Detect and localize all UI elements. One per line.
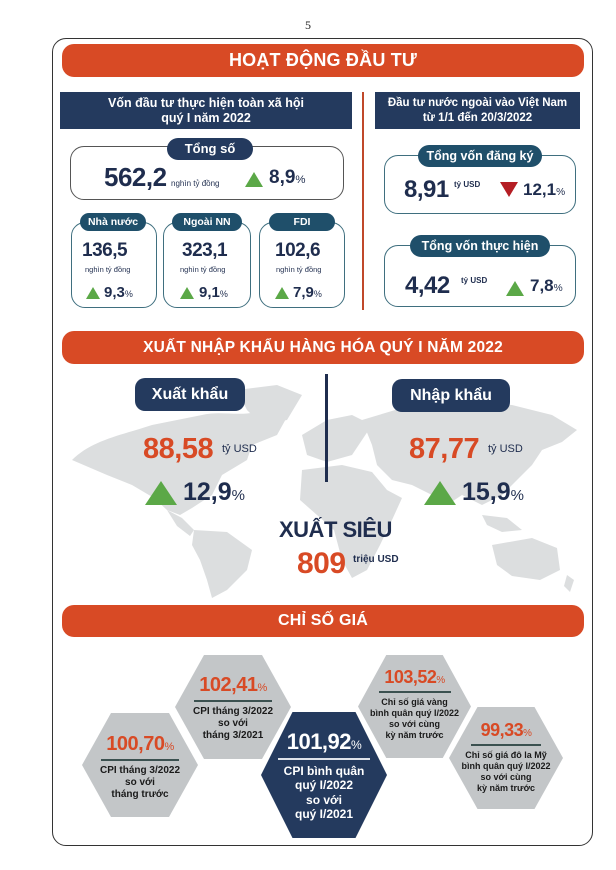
up-arrow-icon (506, 281, 524, 296)
breakdown-label-state: Nhà nước (80, 213, 146, 231)
breakdown-value-fdi: 102,6 (275, 240, 321, 261)
breakdown-label-fdi: FDI (269, 213, 335, 231)
import-change: 15,9% (462, 478, 525, 506)
fdi-registered-value: 8,91 (404, 176, 449, 203)
fdi-header-line1: Đầu tư nước ngoài vào Việt Nam (387, 97, 568, 109)
breakdown-unit-non-state: nghìn tỷ đồng (180, 265, 226, 274)
trade-surplus-label: XUẤT SIÊU (279, 517, 392, 542)
trade-section-title: XUẤT NHẬP KHẨU HÀNG HÓA QUÝ I NĂM 2022 (62, 331, 584, 364)
export-unit: tỷ USD (222, 443, 257, 455)
up-arrow-icon (424, 481, 456, 505)
up-arrow-icon (275, 287, 289, 299)
export-value: 88,58 (143, 433, 214, 465)
import-label: Nhập khẩu (392, 379, 510, 412)
up-arrow-icon (145, 481, 177, 505)
prices-section-title: CHỈ SỐ GIÁ (62, 605, 584, 637)
breakdown-change-state: 9,3% (104, 284, 133, 301)
export-label: Xuất khẩu (135, 378, 245, 411)
breakdown-value-non-state: 323,1 (182, 240, 228, 261)
total-investment-change: 8,9% (269, 167, 306, 188)
investment-section-title: HOẠT ĐỘNG ĐẦU TƯ (62, 44, 584, 77)
fdi-registered-change: 12,1% (523, 180, 566, 199)
price-index-desc: CPI tháng 3/2022 so với tháng 3/2021 (192, 705, 274, 741)
total-label-pill: Tổng số (167, 138, 253, 160)
price-index-desc: Chỉ số giá đô la Mỹ bình quân quý I/2022… (461, 749, 551, 793)
total-investment-value: 562,2 (104, 162, 167, 192)
price-index-desc: Chỉ số giá vàng bình quân quý I/2022 so … (369, 696, 459, 740)
breakdown-card-state (71, 222, 157, 308)
social-investment-header-line2: quý I năm 2022 (161, 111, 251, 125)
up-arrow-icon (180, 287, 194, 299)
export-change: 12,9% (183, 478, 246, 506)
up-arrow-icon (245, 172, 263, 187)
import-unit: tỷ USD (488, 443, 523, 455)
trade-surplus-value: 809 (297, 547, 346, 580)
breakdown-change-fdi: 7,9% (293, 284, 322, 301)
price-index-desc: CPI tháng 3/2022 so với tháng trước (99, 764, 181, 800)
breakdown-unit-fdi: nghìn tỷ đồng (276, 265, 322, 274)
fdi-disbursed-value: 4,42 (405, 272, 450, 299)
trade-divider (325, 374, 328, 482)
breakdown-value-state: 136,5 (82, 240, 128, 261)
page-number: 5 (305, 18, 311, 32)
social-investment-header: Vốn đầu tư thực hiện toàn xã hội quý I n… (60, 92, 352, 129)
breakdown-card-non-state (163, 222, 251, 308)
fdi-disbursed-change: 7,8% (530, 276, 563, 295)
fdi-header: Đầu tư nước ngoài vào Việt Nam từ 1/1 đế… (375, 92, 580, 129)
down-arrow-icon (500, 182, 518, 197)
price-index-desc: CPI bình quân quý I/2022 so với quý I/20… (283, 763, 365, 822)
fdi-disbursed-label: Tổng vốn thực hiện (410, 235, 550, 257)
fdi-disbursed-unit: tỷ USD (461, 276, 488, 285)
section-divider (362, 92, 364, 310)
fdi-registered-unit: tỷ USD (454, 180, 481, 189)
price-index-hex-gold: 103,52% Chỉ số giá vàng bình quân quý I/… (358, 655, 471, 758)
import-value: 87,77 (409, 433, 480, 465)
breakdown-change-non-state: 9,1% (199, 284, 228, 301)
price-index-hex-cpi-quarter: 101,92% CPI bình quân quý I/2022 so với … (261, 712, 387, 838)
infographic-frame (52, 38, 593, 846)
trade-surplus-unit: triệu USD (353, 554, 399, 565)
fdi-header-line2: từ 1/1 đến 20/3/2022 (422, 111, 533, 124)
breakdown-label-non-state: Ngoài NN (172, 213, 242, 231)
breakdown-unit-state: nghìn tỷ đồng (85, 265, 131, 274)
social-investment-header-line1: Vốn đầu tư thực hiện toàn xã hội (108, 96, 304, 110)
up-arrow-icon (86, 287, 100, 299)
world-map-image (72, 385, 577, 598)
total-investment-unit: nghìn tỷ đồng (171, 179, 220, 188)
fdi-registered-label: Tổng vốn đăng ký (418, 145, 542, 167)
price-index-hex-usd: 99,33% Chỉ số giá đô la Mỹ bình quân quý… (449, 707, 563, 809)
